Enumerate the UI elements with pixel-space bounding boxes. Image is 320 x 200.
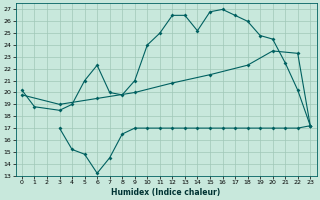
X-axis label: Humidex (Indice chaleur): Humidex (Indice chaleur) xyxy=(111,188,221,197)
